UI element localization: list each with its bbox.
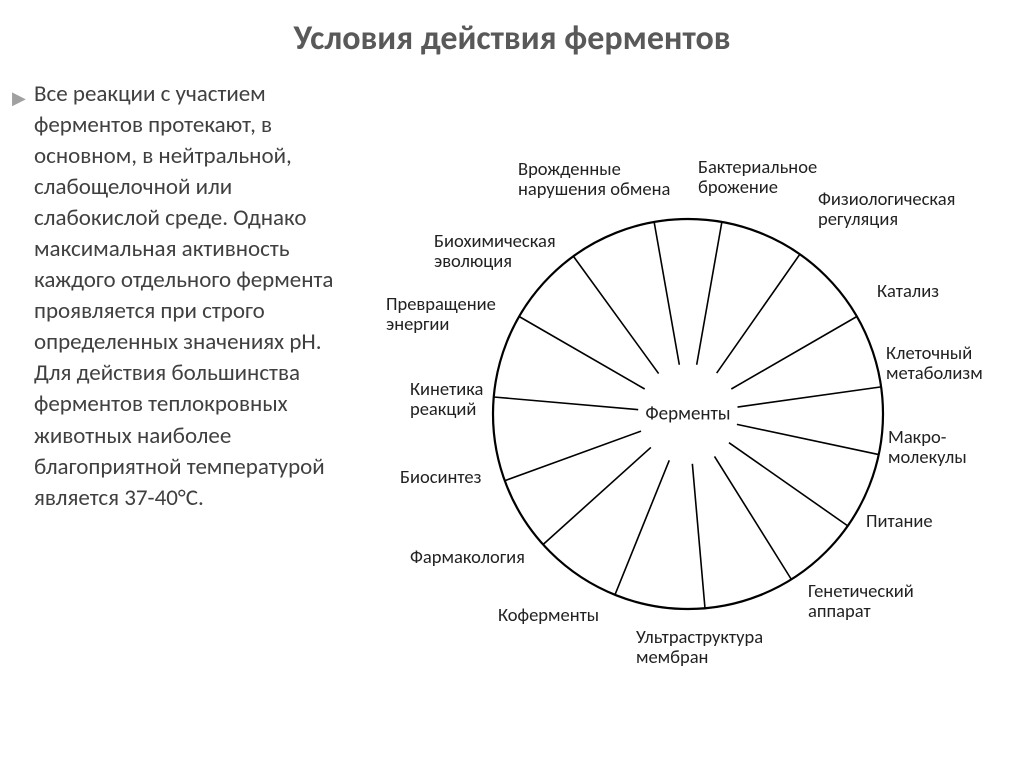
spoke-line xyxy=(692,464,705,608)
spoke-label: Генетическийаппарат xyxy=(808,581,914,621)
spoke-line xyxy=(697,222,722,365)
spoke-label: Физиологическаярегуляция xyxy=(818,189,955,229)
spoke-label: Биохимическаяэволюция xyxy=(434,231,556,271)
spoke-line xyxy=(494,397,638,410)
spoke-label: Катализ xyxy=(877,281,939,301)
spoke-label: Врожденныенарушения обмена xyxy=(518,159,670,199)
spoke-label: Коферменты xyxy=(498,605,599,625)
spoke-line xyxy=(731,317,857,390)
bullet-icon: ▶ xyxy=(12,87,26,109)
spoke-label: Превращениеэнергии xyxy=(386,294,496,334)
left-column: ▶ Все реакции с участием ферментов проте… xyxy=(8,79,368,757)
spoke-line xyxy=(729,443,848,526)
enzyme-diagram: Ферменты Бактериальноеброжение Врожденныен… xyxy=(368,79,1008,719)
body-text: Все реакции с участием ферментов протека… xyxy=(34,79,360,514)
spoke-label: Макро-молекулы xyxy=(888,427,967,467)
spoke-line xyxy=(738,387,882,407)
spoke-line xyxy=(717,254,800,373)
spoke-line xyxy=(505,431,641,481)
right-column: Ферменты Бактериальноеброжение Врожденныен… xyxy=(368,79,1014,757)
spoke-label: Кинетикареакций xyxy=(410,379,483,419)
spoke-line xyxy=(615,460,669,594)
content-row: ▶ Все реакции с участием ферментов проте… xyxy=(0,59,1024,757)
spoke-line xyxy=(714,456,791,579)
spoke-label: Питание xyxy=(866,511,933,531)
spoke-label: Биосинтез xyxy=(400,467,481,487)
spoke-line xyxy=(737,424,879,454)
spoke-line xyxy=(543,447,651,544)
spoke-label: Фармакология xyxy=(410,547,525,567)
spoke-line xyxy=(654,222,679,365)
center-label: Ферменты xyxy=(645,403,730,426)
spoke-label: Бактериальноеброжение xyxy=(698,157,817,197)
spoke-label: Ультраструктурамембран xyxy=(636,627,763,667)
spoke-label: Клеточныйметаболизм xyxy=(886,343,983,383)
page-title: Условия действия ферментов xyxy=(0,0,1024,59)
